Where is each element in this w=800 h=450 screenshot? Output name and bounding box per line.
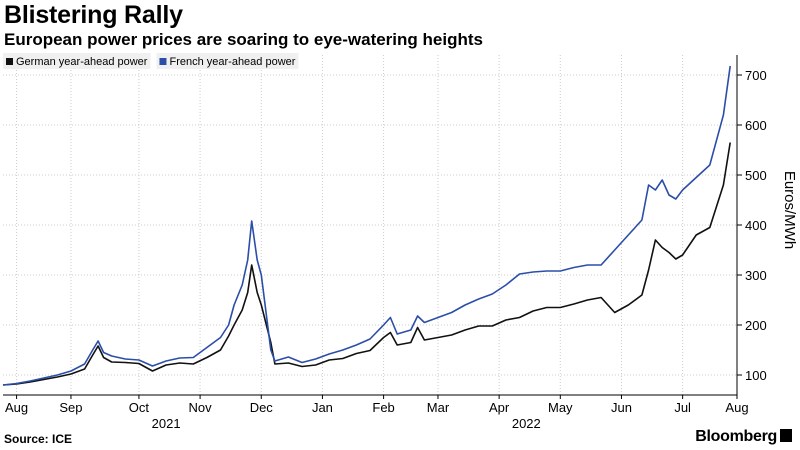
legend-item-french: French year-ahead power bbox=[156, 53, 299, 69]
y-tick-label: 300 bbox=[745, 268, 767, 283]
y-tick-label: 100 bbox=[745, 368, 767, 383]
axis-layer: 100 200 300 400 500 600 700 Aug Sep Oct Nov Dec Jan F… bbox=[3, 55, 798, 431]
legend-swatch bbox=[6, 58, 13, 65]
x-tick-label: May bbox=[548, 400, 573, 415]
x-tick-label: Jan bbox=[312, 400, 333, 415]
x-tick-label: Oct bbox=[129, 400, 150, 415]
legend: German year-ahead power French year-ahead… bbox=[3, 53, 299, 69]
x-tick-label: Jun bbox=[611, 400, 632, 415]
chart-subtitle: European power prices are soaring to eye… bbox=[4, 30, 483, 49]
x-tick-label: Nov bbox=[189, 400, 213, 415]
y-tick-label: 400 bbox=[745, 218, 767, 233]
legend-label: French year-ahead power bbox=[169, 56, 295, 68]
legend-item-bg bbox=[156, 53, 299, 69]
bloomberg-mark-icon bbox=[780, 429, 792, 442]
x-year-label: 2021 bbox=[152, 416, 181, 431]
chart-title: Blistering Rally bbox=[4, 1, 183, 29]
x-tick-label: Mar bbox=[427, 400, 450, 415]
x-tick-label: Aug bbox=[725, 400, 748, 415]
y-axis-title: Euros/MWh bbox=[781, 171, 798, 249]
x-tick-label: Jul bbox=[674, 400, 691, 415]
legend-item-german: German year-ahead power bbox=[3, 53, 151, 69]
x-tick-label: Feb bbox=[372, 400, 394, 415]
series-layer bbox=[2, 65, 731, 386]
x-tick-label: Aug bbox=[5, 400, 28, 415]
series-line-french bbox=[2, 65, 731, 386]
x-year-label: 2022 bbox=[512, 416, 541, 431]
x-tick-label: Sep bbox=[59, 400, 82, 415]
x-tick-label: Apr bbox=[489, 400, 510, 415]
brand-name: Bloomberg bbox=[695, 428, 777, 445]
source-note: Source: ICE bbox=[4, 432, 73, 446]
y-tick-label: 200 bbox=[745, 318, 767, 333]
y-tick-label: 600 bbox=[745, 118, 767, 133]
grid-layer bbox=[3, 55, 738, 395]
y-tick-label: 700 bbox=[745, 68, 767, 83]
legend-label: German year-ahead power bbox=[16, 56, 148, 68]
x-tick-label: Dec bbox=[250, 400, 274, 415]
legend-item-bg bbox=[3, 53, 151, 69]
y-tick-label: 500 bbox=[745, 168, 767, 183]
legend-swatch bbox=[159, 58, 167, 65]
brand-logo: Bloomberg bbox=[695, 428, 792, 446]
series-line-german bbox=[2, 142, 731, 386]
